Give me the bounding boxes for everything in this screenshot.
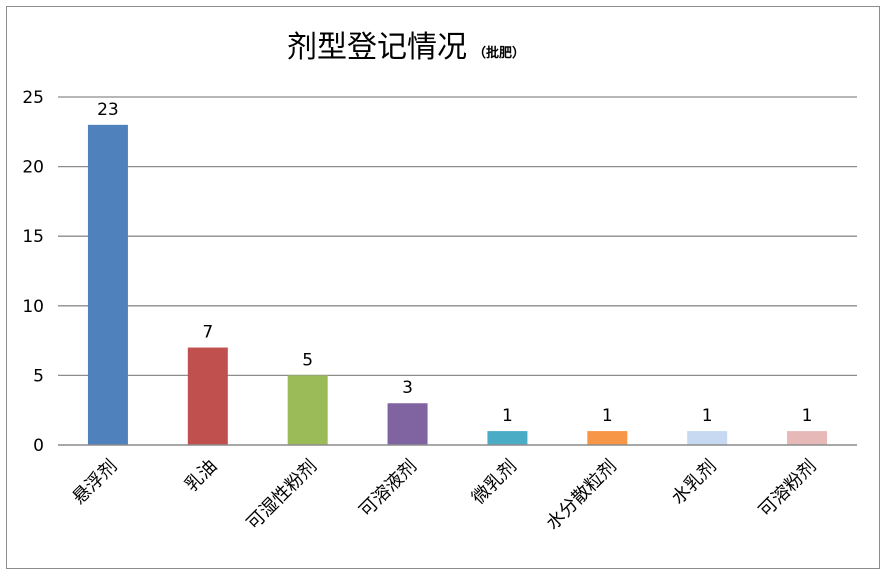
category-label: 可湿性粉剂 xyxy=(243,456,321,534)
category-label: 微乳剂 xyxy=(468,456,521,509)
data-labels: 23 7 5 3 1 1 1 1 xyxy=(97,100,812,426)
category-labels: 悬浮剂 乳油 可湿性粉剂 可溶液剂 微乳剂 水分散粒剂 水乳剂 可溶粉剂 xyxy=(68,456,820,534)
y-tick-label: 0 xyxy=(33,436,44,456)
y-tick-label: 20 xyxy=(22,158,44,178)
bars xyxy=(87,124,828,445)
category-label: 可溶粉剂 xyxy=(755,456,821,522)
data-label: 1 xyxy=(502,406,513,426)
chart-frame xyxy=(6,6,880,569)
data-label: 7 xyxy=(202,323,213,343)
category-label: 水乳剂 xyxy=(668,456,721,509)
y-tick-label: 10 xyxy=(22,297,44,317)
y-axis-ticks: 0 5 10 15 20 25 xyxy=(22,88,44,456)
gridlines xyxy=(58,96,857,377)
data-label: 23 xyxy=(97,100,119,120)
y-tick-label: 5 xyxy=(33,366,44,386)
bar-1 xyxy=(87,124,128,445)
chart-title: 剂型登记情况 （批肥） xyxy=(287,30,525,65)
category-label: 可溶液剂 xyxy=(355,456,421,522)
chart-title-main: 剂型登记情况 xyxy=(287,30,467,65)
category-label: 乳油 xyxy=(181,456,221,496)
data-label: 5 xyxy=(302,350,313,370)
chart-title-unit: （批肥） xyxy=(473,45,525,61)
y-tick-label: 15 xyxy=(22,227,44,247)
bar-3 xyxy=(287,375,328,445)
y-tick-label: 25 xyxy=(22,88,44,108)
data-label: 1 xyxy=(602,406,613,426)
bar-7 xyxy=(687,431,728,445)
data-label: 3 xyxy=(402,378,413,398)
category-label: 悬浮剂 xyxy=(68,456,121,509)
bar-5 xyxy=(487,431,528,445)
bar-6 xyxy=(587,431,628,445)
data-label: 1 xyxy=(802,406,813,426)
bar-8 xyxy=(787,431,828,445)
bar-2 xyxy=(187,347,228,445)
data-label: 1 xyxy=(702,406,713,426)
category-label: 水分散粒剂 xyxy=(542,456,620,534)
bar-4 xyxy=(387,403,428,445)
